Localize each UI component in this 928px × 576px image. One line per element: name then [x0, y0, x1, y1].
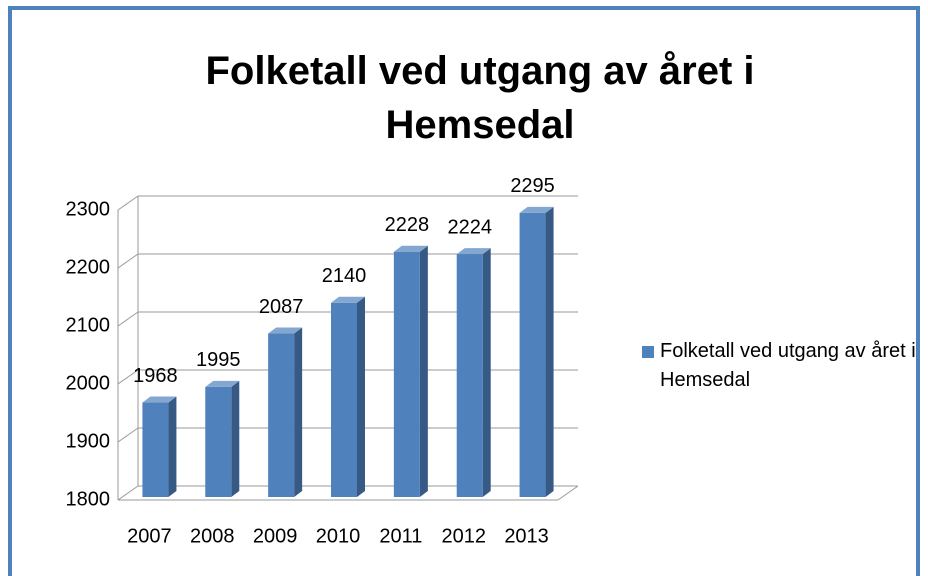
data-label: 1995 — [196, 349, 241, 371]
legend: Folketall ved utgang av året i Hemsedal — [642, 337, 922, 395]
grid-line — [117, 427, 139, 443]
bar-top — [456, 248, 491, 255]
grid-line — [117, 369, 139, 385]
bar-top — [142, 396, 177, 403]
data-label: 2228 — [385, 214, 430, 236]
data-label: 1968 — [133, 365, 178, 387]
axis-edge — [557, 485, 579, 501]
bar-top — [268, 327, 303, 334]
y-tick-label: 2200 — [66, 256, 111, 278]
bar-side — [357, 296, 365, 497]
y-tick-label: 2000 — [66, 372, 111, 394]
chart-title: Folketall ved utgang av året i Hemsedal — [205, 49, 755, 147]
x-tick-label: 2008 — [190, 525, 235, 547]
y-tick-label: 1900 — [66, 430, 111, 452]
data-label: 2295 — [510, 175, 555, 197]
bar-side — [482, 248, 491, 497]
y-tick-label: 1800 — [66, 488, 111, 510]
bar — [331, 302, 357, 497]
x-tick-label: 2013 — [504, 525, 549, 547]
chart-frame — [8, 6, 920, 576]
bar — [142, 402, 169, 497]
bar-top — [519, 206, 554, 213]
bar-side — [231, 380, 240, 497]
legend-label: Folketall ved utgang av året i Hemsedal — [660, 340, 916, 391]
bar-side — [168, 396, 177, 497]
grid-line — [117, 311, 139, 327]
grid-line — [117, 253, 139, 269]
x-tick-label: 2007 — [127, 525, 172, 547]
grid-line — [117, 195, 139, 211]
bar-side — [294, 327, 303, 497]
bar-side — [545, 206, 554, 497]
bar — [393, 251, 420, 497]
y-tick-label: 2300 — [66, 198, 111, 220]
bar-top — [331, 296, 365, 303]
x-tick-label: 2009 — [253, 525, 298, 547]
bar — [456, 254, 483, 497]
grid-line — [117, 485, 139, 501]
bar-top — [393, 245, 428, 252]
data-label: 2224 — [447, 216, 492, 238]
data-label: 2140 — [322, 265, 367, 287]
bar — [519, 212, 546, 497]
y-tick-label: 2100 — [66, 314, 111, 336]
bar-top — [205, 380, 240, 387]
bar — [268, 333, 295, 497]
bar-side — [419, 245, 428, 497]
x-tick-label: 2010 — [316, 525, 361, 547]
x-tick-label: 2011 — [379, 525, 422, 547]
bar — [205, 386, 232, 497]
legend-swatch — [642, 346, 654, 358]
x-tick-label: 2012 — [441, 525, 486, 547]
data-label: 2087 — [259, 296, 304, 318]
